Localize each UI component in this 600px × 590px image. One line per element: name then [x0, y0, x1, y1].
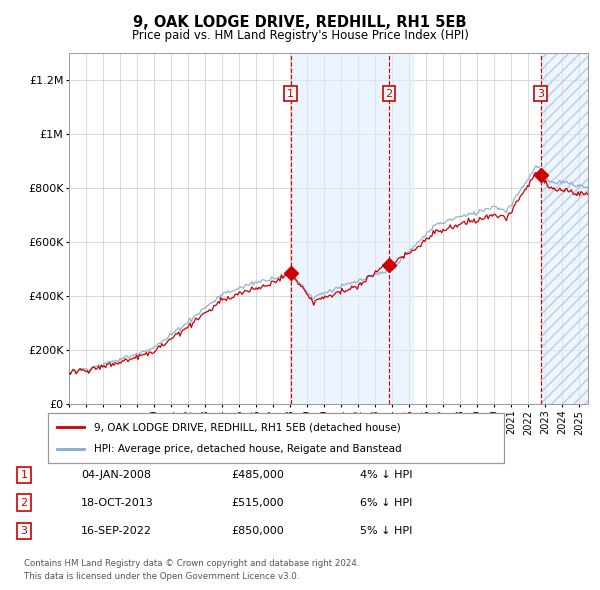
Text: 1: 1 — [20, 470, 28, 480]
Text: 1: 1 — [287, 88, 294, 99]
Bar — [290, 53, 413, 404]
Text: 6% ↓ HPI: 6% ↓ HPI — [360, 498, 412, 507]
Text: 04-JAN-2008: 04-JAN-2008 — [81, 470, 151, 480]
Text: 3: 3 — [537, 88, 544, 99]
Bar — [541, 53, 588, 404]
Bar — [541, 53, 588, 404]
Text: £485,000: £485,000 — [231, 470, 284, 480]
Text: This data is licensed under the Open Government Licence v3.0.: This data is licensed under the Open Gov… — [24, 572, 299, 581]
Text: £850,000: £850,000 — [231, 526, 284, 536]
Text: 18-OCT-2013: 18-OCT-2013 — [81, 498, 154, 507]
Text: 4% ↓ HPI: 4% ↓ HPI — [360, 470, 413, 480]
Text: 9, OAK LODGE DRIVE, REDHILL, RH1 5EB: 9, OAK LODGE DRIVE, REDHILL, RH1 5EB — [133, 15, 467, 30]
Text: 5% ↓ HPI: 5% ↓ HPI — [360, 526, 412, 536]
Text: HPI: Average price, detached house, Reigate and Banstead: HPI: Average price, detached house, Reig… — [94, 444, 401, 454]
Text: 2: 2 — [20, 498, 28, 507]
Text: 16-SEP-2022: 16-SEP-2022 — [81, 526, 152, 536]
Text: 2: 2 — [385, 88, 392, 99]
Text: 3: 3 — [20, 526, 28, 536]
Text: £515,000: £515,000 — [231, 498, 284, 507]
Text: 9, OAK LODGE DRIVE, REDHILL, RH1 5EB (detached house): 9, OAK LODGE DRIVE, REDHILL, RH1 5EB (de… — [94, 422, 400, 432]
Text: Price paid vs. HM Land Registry's House Price Index (HPI): Price paid vs. HM Land Registry's House … — [131, 30, 469, 42]
Text: Contains HM Land Registry data © Crown copyright and database right 2024.: Contains HM Land Registry data © Crown c… — [24, 559, 359, 568]
